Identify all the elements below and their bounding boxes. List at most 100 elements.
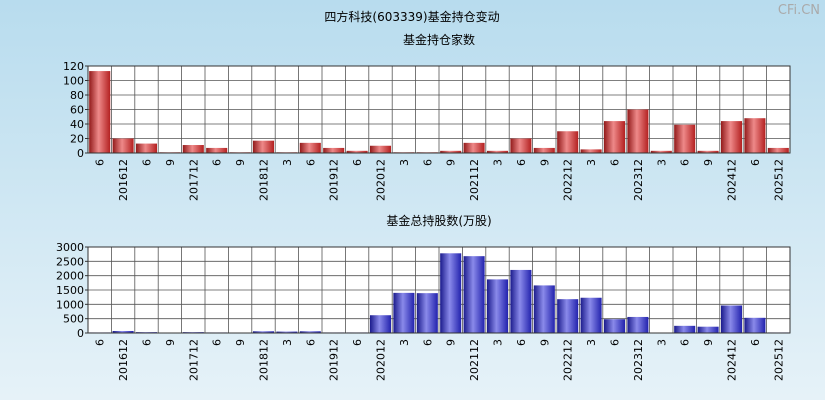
bar xyxy=(650,150,672,153)
plot-frame xyxy=(87,246,791,334)
bar xyxy=(557,299,579,333)
bar xyxy=(440,150,462,153)
bar xyxy=(697,326,719,333)
bar xyxy=(463,256,485,333)
x-tick-label: 3 xyxy=(585,159,598,166)
bar xyxy=(135,143,158,153)
y-tick-label: 0 xyxy=(77,147,84,160)
x-tick-label: 6 xyxy=(304,159,317,166)
bar xyxy=(580,297,602,333)
bar xyxy=(744,317,766,333)
bar xyxy=(112,330,134,333)
x-tick-label: 3 xyxy=(492,159,505,166)
bar xyxy=(533,285,555,333)
bar xyxy=(393,292,415,333)
y-tick-label: 40 xyxy=(70,118,84,131)
y-tick-label: 120 xyxy=(63,60,84,73)
y-tick-label: 0 xyxy=(77,327,84,340)
x-tick-label: 202112 xyxy=(468,339,481,381)
bar xyxy=(674,124,696,153)
x-tick-label: 3 xyxy=(655,339,668,346)
x-tick-label: 6 xyxy=(141,159,154,166)
x-tick-label: 6 xyxy=(351,339,364,346)
bar xyxy=(112,138,134,153)
x-tick-label: 6 xyxy=(94,339,107,346)
bar xyxy=(416,293,438,333)
x-tick-label: 6 xyxy=(211,159,224,166)
x-tick-label: 202512 xyxy=(772,339,785,381)
x-tick-label: 202212 xyxy=(562,339,575,381)
x-tick-label: 6 xyxy=(609,159,622,166)
x-tick-label: 3 xyxy=(398,159,411,166)
bar xyxy=(674,325,696,333)
x-tick-label: 202412 xyxy=(726,159,739,201)
x-tick-label: 6 xyxy=(679,339,692,346)
x-tick-label: 6 xyxy=(211,339,224,346)
x-tick-label: 202312 xyxy=(632,159,645,201)
page-title: 四方科技(603339)基金持仓变动 xyxy=(324,9,499,24)
plot-frame xyxy=(87,65,791,154)
x-tick-label: 3 xyxy=(281,159,294,166)
x-tick-label: 6 xyxy=(749,339,762,346)
x-tick-label: 9 xyxy=(702,159,715,166)
bar xyxy=(369,145,392,153)
x-tick-label: 6 xyxy=(749,159,762,166)
bar xyxy=(510,269,532,333)
x-tick-label: 202412 xyxy=(726,339,739,381)
x-tick-label: 202112 xyxy=(468,159,481,201)
bar xyxy=(89,71,111,153)
x-tick-label: 6 xyxy=(421,339,434,346)
x-tick-label: 9 xyxy=(445,159,458,166)
bar xyxy=(299,331,321,333)
y-tick-label: 1000 xyxy=(56,298,84,311)
x-tick-label: 9 xyxy=(445,339,458,346)
chart-title: 基金持仓家数 xyxy=(403,32,475,47)
x-tick-label: 201712 xyxy=(187,339,200,381)
x-tick-label: 3 xyxy=(492,339,505,346)
y-tick-label: 2500 xyxy=(56,255,84,268)
bar xyxy=(486,279,509,333)
y-tick-label: 3000 xyxy=(56,241,84,254)
x-tick-label: 201912 xyxy=(328,339,341,381)
bar xyxy=(557,131,579,153)
bar xyxy=(369,315,392,333)
bar xyxy=(720,121,743,153)
watermark: CFi.CN xyxy=(778,3,820,18)
x-tick-label: 201612 xyxy=(117,339,130,381)
x-tick-label: 202212 xyxy=(562,159,575,201)
x-tick-label: 201712 xyxy=(187,159,200,201)
bar xyxy=(533,147,555,153)
x-tick-label: 6 xyxy=(141,339,154,346)
chart-title: 基金总持股数(万股) xyxy=(386,213,491,228)
y-tick-label: 2000 xyxy=(56,270,84,283)
bar xyxy=(440,253,462,333)
x-tick-label: 9 xyxy=(234,159,247,166)
bar xyxy=(323,147,345,153)
bar xyxy=(697,150,719,153)
x-tick-label: 201812 xyxy=(258,159,271,201)
bar xyxy=(627,109,649,153)
bar xyxy=(744,118,766,153)
x-tick-label: 202512 xyxy=(772,159,785,201)
bar xyxy=(510,138,532,153)
bar xyxy=(299,142,321,153)
y-tick-label: 100 xyxy=(63,75,84,88)
x-tick-label: 9 xyxy=(538,159,551,166)
bar xyxy=(252,331,275,333)
bar xyxy=(252,140,275,153)
x-tick-label: 9 xyxy=(702,339,715,346)
bar xyxy=(463,142,485,153)
x-tick-label: 202012 xyxy=(375,159,388,201)
bar xyxy=(206,147,228,153)
bar xyxy=(603,319,626,333)
x-tick-label: 3 xyxy=(655,159,668,166)
x-tick-label: 6 xyxy=(609,339,622,346)
bar xyxy=(720,305,743,333)
x-tick-label: 6 xyxy=(304,339,317,346)
y-tick-label: 60 xyxy=(70,104,84,117)
x-tick-label: 6 xyxy=(515,339,528,346)
x-tick-label: 6 xyxy=(351,159,364,166)
y-tick-label: 80 xyxy=(70,89,84,102)
bar xyxy=(486,150,509,153)
